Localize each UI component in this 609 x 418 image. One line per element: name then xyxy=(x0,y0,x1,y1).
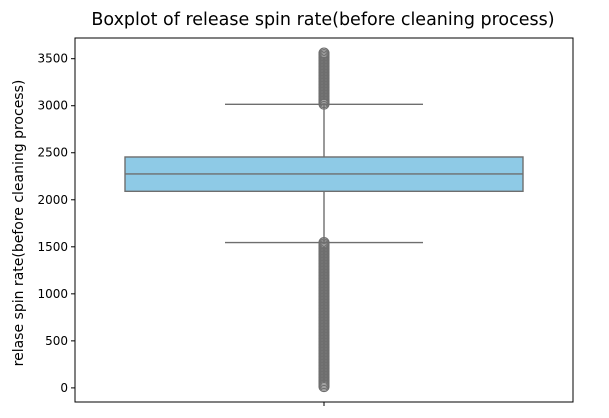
y-tick-label: 1000 xyxy=(37,287,68,301)
plot-area: 0 500 1000 1500 2000 2500 3000 3500 xyxy=(37,37,574,406)
y-tick-label: 3000 xyxy=(37,99,68,113)
chart-title: Boxplot of release spin rate(before clea… xyxy=(91,10,554,30)
outlier-point-low xyxy=(318,381,330,393)
y-tick-label: 0 xyxy=(60,381,68,395)
outlier-point-high xyxy=(318,98,330,110)
y-tick-label: 1500 xyxy=(37,240,68,254)
y-tick-label: 2500 xyxy=(37,146,68,160)
y-axis-label: relase spin rate(before cleaning process… xyxy=(11,80,27,367)
y-tick-label: 500 xyxy=(45,334,68,348)
y-tick-label: 2000 xyxy=(37,193,68,207)
y-tick-label: 3500 xyxy=(37,52,68,66)
